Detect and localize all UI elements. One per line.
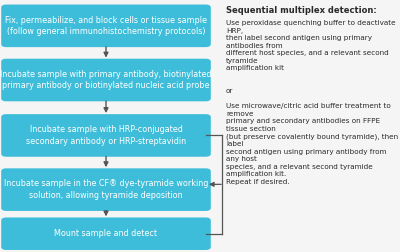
FancyBboxPatch shape (1, 5, 211, 47)
Text: Use microwave/citric acid buffer treatment to remove
primary and secondary antib: Use microwave/citric acid buffer treatme… (226, 103, 398, 185)
FancyBboxPatch shape (1, 59, 211, 101)
Text: Incubate sample in the CF® dye-tyramide working
solution, allowing tyramide depo: Incubate sample in the CF® dye-tyramide … (4, 179, 208, 200)
Text: Use peroxidase quenching buffer to deactivate HRP,
then label second antigen usi: Use peroxidase quenching buffer to deact… (226, 20, 396, 71)
Text: Fix, permeabilize, and block cells or tissue sample
(follow general immunohistoc: Fix, permeabilize, and block cells or ti… (5, 16, 207, 36)
Text: Incubate sample with primary antibody, biotinylated
primary antibody or biotinyl: Incubate sample with primary antibody, b… (0, 70, 212, 90)
Text: Incubate sample with HRP-conjugated
secondary antibody or HRP-streptavidin: Incubate sample with HRP-conjugated seco… (26, 125, 186, 146)
Text: or: or (226, 88, 233, 94)
FancyBboxPatch shape (1, 217, 211, 250)
Text: Sequential multiplex detection:: Sequential multiplex detection: (226, 6, 377, 15)
FancyBboxPatch shape (1, 168, 211, 211)
Text: Mount sample and detect: Mount sample and detect (54, 229, 158, 238)
FancyBboxPatch shape (1, 114, 211, 157)
